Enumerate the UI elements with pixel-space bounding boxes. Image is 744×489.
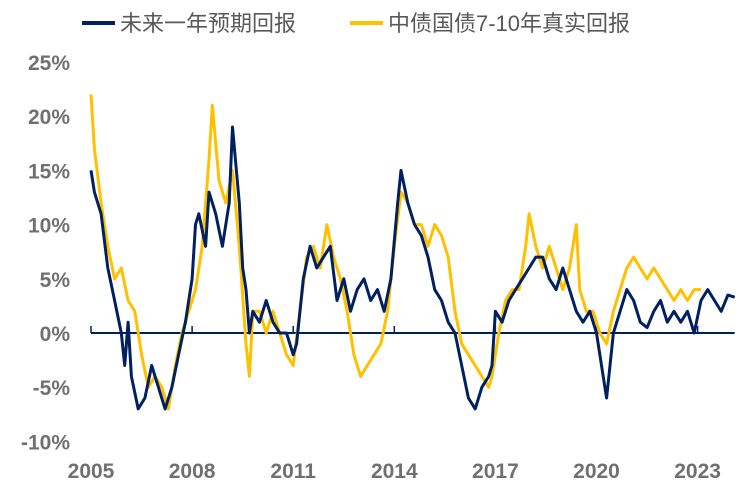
series-line-expected-return <box>89 125 736 411</box>
x-tick-label: 2011 <box>270 460 316 483</box>
plot-area <box>89 94 736 411</box>
y-tick-label: 10% <box>28 215 70 238</box>
x-axis: 2005 2008 2011 2014 2017 2020 2023 <box>68 326 735 483</box>
y-tick-label: -10% <box>21 431 70 454</box>
y-tick-label: 15% <box>28 160 70 183</box>
x-tick-label: 2014 <box>371 460 418 483</box>
x-tick-label: 2005 <box>68 460 115 483</box>
y-tick-label: 5% <box>40 269 71 292</box>
legend-label-expected-return: 未来一年预期回报 <box>120 11 296 36</box>
legend-item-bond-real-return: 中债国债7-10年真实回报 <box>350 11 630 36</box>
y-tick-label: 0% <box>40 323 71 346</box>
y-tick-label: -5% <box>33 377 71 400</box>
y-tick-label: 25% <box>28 52 70 75</box>
legend-item-expected-return: 未来一年预期回报 <box>82 11 296 36</box>
x-tick-label: 2020 <box>573 460 620 483</box>
y-axis: -10% -5% 0% 5% 10% 15% 20% 25% <box>21 52 70 454</box>
legend: 未来一年预期回报 中债国债7-10年真实回报 <box>82 11 630 36</box>
x-tick-label: 2017 <box>472 460 519 483</box>
legend-label-bond-real-return: 中债国债7-10年真实回报 <box>388 11 630 36</box>
x-tick-label: 2008 <box>169 460 216 483</box>
x-tick-label: 2023 <box>674 460 721 483</box>
y-tick-label: 20% <box>28 106 70 129</box>
